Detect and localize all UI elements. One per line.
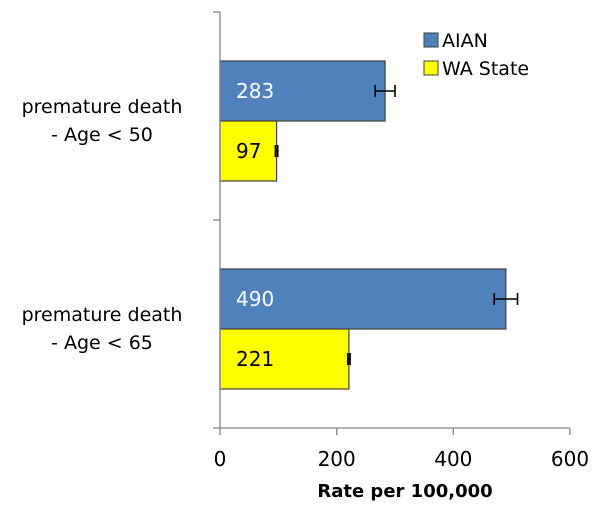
legend-swatch-aian [423,32,439,48]
x-tick-label-0: 0 [214,447,227,471]
x-tick-labels: 0 200 400 600 [214,447,589,471]
legend: AIAN WA State [423,30,529,80]
error-bars-layer [274,85,519,365]
bar-aian-2 [219,268,507,330]
legend-swatch-wa-state [423,60,439,76]
x-tick-label-600: 600 [551,447,589,471]
bar-aian-1 [219,60,386,122]
value-label-aian-1: 283 [236,79,274,103]
bar-wa-state-2 [219,328,350,390]
x-tick-label-400: 400 [434,447,472,471]
category-label-1-line-1: premature death [22,96,183,118]
value-label-wa-state-2: 221 [236,347,274,371]
category-labels: premature death - Age < 50 premature death… [22,96,183,354]
bar-wa-state-1 [219,120,278,182]
bars-layer [219,60,507,390]
category-label-2-line-1: premature death [22,304,183,326]
category-label-1-line-2: - Age < 50 [51,124,153,146]
ticks-layer [213,11,571,435]
x-axis-title: Rate per 100,000 [317,481,492,502]
x-tick-label-200: 200 [318,447,356,471]
value-label-aian-2: 490 [236,287,274,311]
category-label-2-line-2: - Age < 65 [51,332,153,354]
legend-label-aian: AIAN [442,30,488,52]
legend-label-wa-state: WA State [442,58,529,80]
value-label-wa-state-1: 97 [236,139,261,163]
value-labels-layer: 283 97 490 221 [236,79,274,371]
